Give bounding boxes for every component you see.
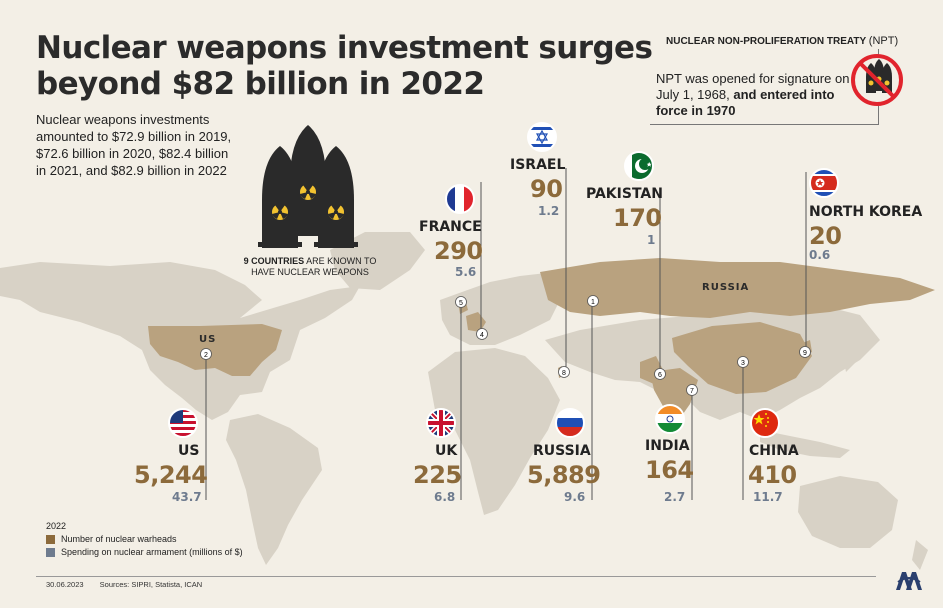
footer-sources: Sources: SIPRI, Statista, ICAN — [99, 580, 203, 589]
marker-israel: 8 — [558, 366, 570, 378]
marker-china: 3 — [737, 356, 749, 368]
warheads-russia: 5,889 — [527, 461, 601, 489]
svg-text:1: 1 — [591, 299, 595, 306]
warheads-north-korea: 20 — [809, 222, 842, 250]
npt-heading-abbr: (NPT) — [868, 35, 899, 47]
country-name-us: US — [178, 443, 200, 459]
map-label-us: US — [199, 334, 217, 345]
country-name-china: CHINA — [749, 443, 799, 459]
spending-france: 5.6 — [455, 265, 477, 279]
country-name-india: INDIA — [645, 438, 690, 454]
map-india — [650, 368, 698, 424]
legend-swatch-spending — [46, 548, 55, 557]
npt-text-bold: and entered into force in 1970 — [656, 87, 835, 118]
title-line-1: Nuclear weapons investment surges — [36, 30, 653, 66]
svg-text:3: 3 — [741, 360, 745, 367]
country-name-france: FRANCE — [419, 219, 482, 235]
svg-text:4: 4 — [480, 332, 484, 339]
npt-text: NPT was opened for signature on July 1, … — [656, 71, 856, 119]
russia-flag-icon — [556, 409, 584, 437]
agency-logo-icon — [896, 572, 922, 590]
legend-label-warheads: Number of nuclear warheads — [61, 534, 177, 544]
missiles-caption: 9 COUNTRIES ARE KNOWN TO HAVE NUCLEAR WE… — [237, 256, 383, 278]
map-us — [148, 324, 282, 376]
page-title: Nuclear weapons investment surges beyond… — [36, 30, 653, 102]
map-russia — [540, 258, 935, 318]
spending-north-korea: 0.6 — [809, 248, 831, 262]
marker-russia: 1 — [587, 295, 599, 307]
no-nuclear-icon — [851, 54, 903, 106]
marker-uk: 5 — [455, 296, 467, 308]
svg-text:8: 8 — [562, 370, 566, 377]
footer: 30.06.2023 Sources: SIPRI, Statista, ICA… — [46, 580, 216, 589]
marker-pakistan: 6 — [654, 368, 666, 380]
spending-us: 43.7 — [172, 490, 202, 504]
npt-heading-text: NUCLEAR NON-PROLIFERATION TREATY — [666, 36, 866, 47]
warheads-india: 164 — [645, 456, 694, 484]
missiles-caption-rest: ARE KNOWN TO HAVE NUCLEAR WEAPONS — [251, 256, 377, 277]
subtitle: Nuclear weapons investments amounted to … — [36, 112, 232, 178]
marker-us: 2 — [200, 348, 212, 360]
svg-text:7: 7 — [690, 388, 694, 395]
warheads-israel: 90 — [530, 175, 563, 203]
missile-icon — [258, 146, 302, 248]
marker-north-korea: 9 — [799, 346, 811, 358]
leader-lines — [205, 168, 807, 500]
svg-text:5: 5 — [459, 300, 463, 307]
npt-heading: NUCLEAR NON-PROLIFERATION TREATY (NPT) — [662, 34, 903, 49]
spending-pakistan: 1 — [647, 233, 656, 247]
legend-swatch-warheads — [46, 535, 55, 544]
warheads-uk: 225 — [413, 461, 462, 489]
missiles-caption-bold: 9 COUNTRIES — [243, 256, 305, 266]
footer-divider — [36, 576, 876, 577]
country-name-north-korea: NORTH KOREA — [809, 204, 923, 220]
marker-france: 4 — [476, 328, 488, 340]
country-name-israel: ISRAEL — [510, 157, 566, 173]
npt-text-plain: NPT was opened for signature on July 1, … — [656, 71, 850, 102]
svg-text:2: 2 — [204, 352, 208, 359]
legend: 2022 Number of nuclear warheads Spending… — [46, 520, 243, 559]
missile-icon — [314, 146, 358, 248]
country-name-uk: UK — [435, 443, 458, 459]
svg-text:6: 6 — [658, 372, 662, 379]
spending-israel: 1.2 — [538, 204, 560, 218]
country-name-pakistan: PAKISTAN — [586, 186, 663, 202]
spending-india: 2.7 — [664, 490, 686, 504]
france-flag-icon — [446, 185, 474, 213]
warheads-pakistan: 170 — [613, 204, 662, 232]
spending-china: 11.7 — [753, 490, 783, 504]
legend-year: 2022 — [46, 521, 67, 531]
warheads-france: 290 — [434, 237, 483, 265]
legend-item-warheads: Number of nuclear warheads — [46, 533, 243, 546]
map-label-russia: RUSSIA — [702, 282, 750, 293]
svg-text:9: 9 — [803, 350, 807, 357]
spending-russia: 9.6 — [564, 490, 586, 504]
legend-item-spending: Spending on nuclear armament (millions o… — [46, 546, 243, 559]
india-flag-icon — [656, 405, 684, 433]
footer-date: 30.06.2023 — [46, 580, 84, 589]
missile-icon — [286, 125, 330, 236]
warheads-us: 5,244 — [134, 461, 208, 489]
marker-india: 7 — [686, 384, 698, 396]
legend-label-spending: Spending on nuclear armament (millions o… — [61, 547, 243, 557]
warheads-china: 410 — [748, 461, 797, 489]
country-name-russia: RUSSIA — [533, 443, 591, 459]
spending-uk: 6.8 — [434, 490, 456, 504]
title-line-2: beyond $82 billion in 2022 — [36, 66, 485, 102]
